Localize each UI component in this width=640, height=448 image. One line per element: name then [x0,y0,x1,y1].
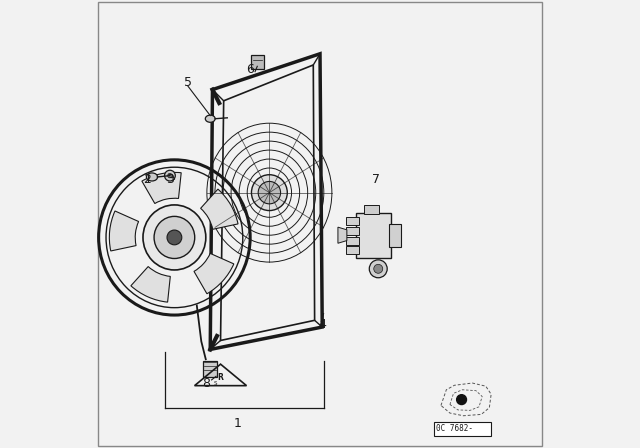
Circle shape [374,264,383,273]
FancyBboxPatch shape [346,227,358,235]
Circle shape [168,173,172,178]
Ellipse shape [369,260,387,278]
Text: 2: 2 [143,172,152,186]
Wedge shape [200,189,238,229]
Wedge shape [109,211,139,251]
Polygon shape [338,227,347,243]
Wedge shape [142,172,181,203]
Text: 3: 3 [166,172,174,186]
Ellipse shape [143,205,206,270]
FancyBboxPatch shape [434,422,491,436]
FancyBboxPatch shape [203,361,216,377]
Text: R: R [218,373,223,382]
FancyBboxPatch shape [356,213,391,258]
Text: S: S [213,381,217,387]
Text: 6: 6 [246,63,255,76]
FancyBboxPatch shape [346,237,358,245]
Circle shape [258,181,280,204]
Circle shape [456,395,467,405]
Ellipse shape [154,216,195,258]
Wedge shape [194,254,234,294]
FancyBboxPatch shape [346,217,358,225]
Text: 5: 5 [184,76,192,90]
Text: 0C 7682-: 0C 7682- [436,424,473,433]
Text: 4: 4 [318,318,326,332]
Text: 1: 1 [233,417,241,430]
Text: 8: 8 [202,376,210,390]
Text: 7: 7 [372,172,380,186]
FancyBboxPatch shape [346,246,358,254]
Circle shape [252,175,287,211]
Wedge shape [131,267,170,302]
FancyBboxPatch shape [364,205,379,214]
Circle shape [167,230,182,245]
Circle shape [164,170,175,181]
FancyBboxPatch shape [389,224,401,247]
Ellipse shape [205,115,215,122]
FancyBboxPatch shape [251,55,264,69]
Ellipse shape [147,173,157,181]
